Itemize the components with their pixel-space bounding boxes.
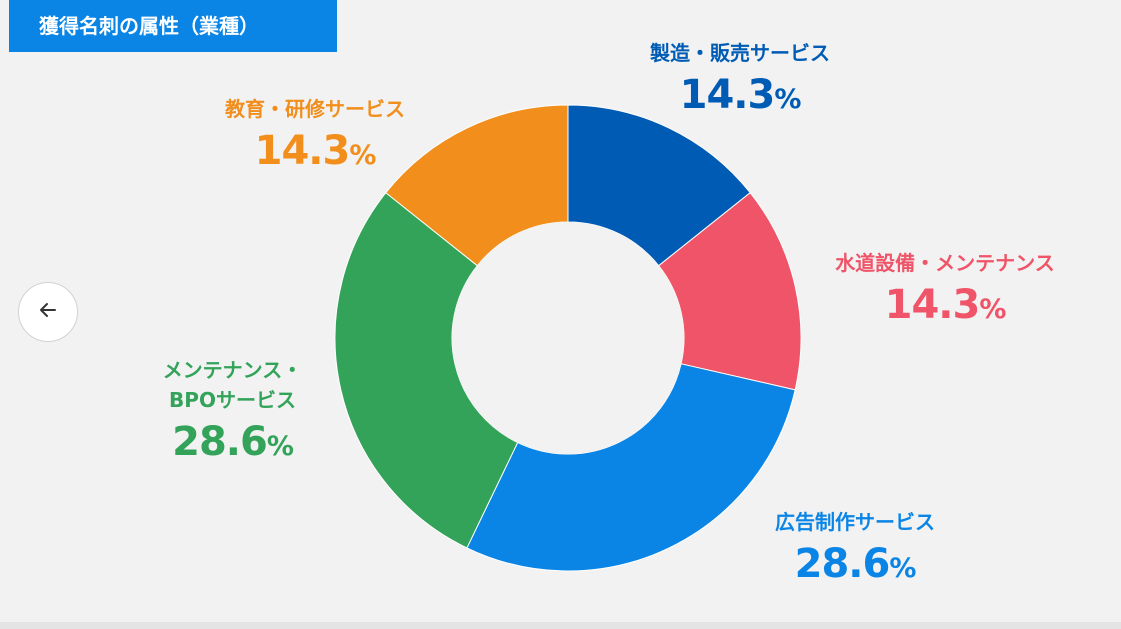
slice-label-manufacturing: 製造・販売サービス 14.3% [620, 38, 860, 127]
back-button[interactable] [18, 282, 78, 342]
slice-percent: 28.6% [140, 415, 325, 474]
slice-label-maintenance: メンテナンス・ BPOサービス 28.6% [140, 355, 325, 474]
slice-label-advertising: 広告制作サービス 28.6% [745, 507, 965, 596]
slice-value: 28.6 [172, 419, 268, 465]
slice-name: 教育・研修サービス [225, 97, 405, 121]
slice-percent: 14.3% [620, 68, 860, 127]
slice-name: 製造・販売サービス [650, 41, 830, 65]
slice-value: 28.6 [794, 541, 891, 587]
slice-value: 14.3 [254, 128, 351, 174]
slice-percent: 14.3% [200, 124, 430, 183]
slice-label-water: 水道設備・メンテナンス 14.3% [810, 248, 1080, 337]
donut-hole [452, 222, 684, 454]
slice-percent: 28.6% [745, 537, 965, 596]
slice-name: 水道設備・メンテナンス [835, 251, 1055, 275]
percent-unit: % [349, 140, 376, 171]
slice-name: 広告制作サービス [775, 510, 935, 534]
percent-unit: % [266, 431, 294, 462]
bottom-divider [0, 622, 1121, 629]
slice-name-line-1: メンテナンス・ [162, 358, 303, 382]
slice-value: 14.3 [679, 72, 776, 118]
percent-unit: % [979, 294, 1006, 325]
slice-label-education: 教育・研修サービス 14.3% [200, 94, 430, 183]
slice-percent: 14.3% [810, 278, 1080, 337]
slice-name-line-2: BPOサービス [169, 388, 296, 412]
chart-title: 獲得名刺の属性（業種） [9, 0, 337, 52]
percent-unit: % [889, 553, 916, 584]
arrow-left-icon [36, 298, 60, 326]
slice-value: 14.3 [884, 282, 981, 328]
percent-unit: % [774, 84, 801, 115]
